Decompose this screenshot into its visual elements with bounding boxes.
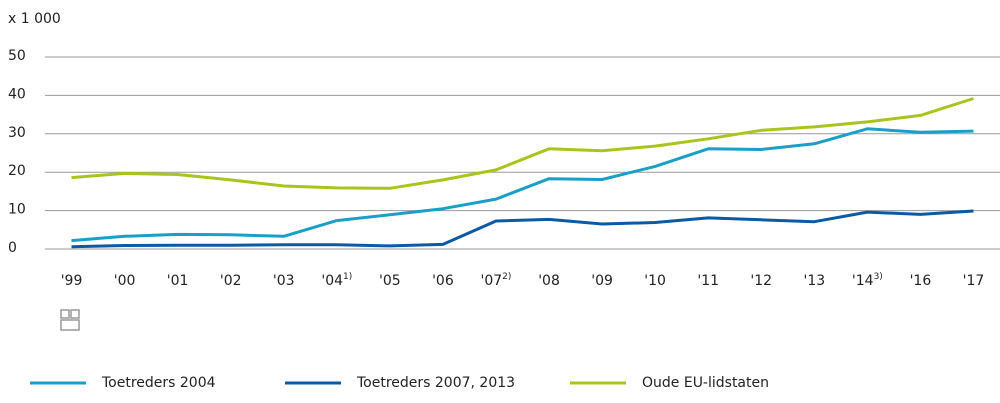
y-tick-label: 0 (8, 240, 17, 256)
legend-label: Toetreders 2007, 2013 (356, 375, 515, 391)
category: '11 (697, 273, 719, 289)
x-tick-label: '05 (379, 273, 401, 289)
x-tick-label: '06 (432, 273, 454, 289)
x-tick-label: '99 (61, 273, 83, 289)
footnote: 3) (874, 272, 883, 282)
footnote: 1) (343, 272, 352, 282)
x-tick-label: '03 (273, 273, 295, 289)
x-tick-label: '10 (644, 273, 666, 289)
category: '99 (61, 273, 83, 289)
x-tick-label: '11 (697, 273, 719, 289)
x-tick-label: '041) (321, 272, 352, 290)
x-tick-label: '17 (963, 273, 985, 289)
category: '13 (803, 273, 825, 289)
category: '12 (750, 273, 772, 289)
category: '10 (644, 273, 666, 289)
y-tick-label: 10 (8, 202, 26, 218)
x-tick-label: '072) (481, 272, 512, 290)
category: '07 (481, 273, 503, 289)
series-line (71, 209, 974, 249)
y-tick-label: 50 (8, 48, 26, 64)
x-tick-label: '13 (803, 273, 825, 289)
category: '05 (379, 273, 401, 289)
y-tick-label: 40 (8, 86, 26, 102)
x-tick-label: '09 (591, 273, 613, 289)
logo (60, 309, 80, 331)
category: '01 (167, 273, 189, 289)
legend-label: Toetreders 2004 (101, 375, 216, 391)
x-tick-label: '143) (852, 272, 883, 290)
x-tick-label: '16 (910, 273, 932, 289)
series-line (71, 127, 974, 243)
x-tick-label: '00 (114, 273, 136, 289)
x-tick-label: '12 (750, 273, 772, 289)
category: '06 (432, 273, 454, 289)
footnote: 2) (502, 272, 511, 282)
x-tick-label: '01 (167, 273, 189, 289)
legend-label: Oude EU-lidstaten (642, 375, 769, 391)
unit-label: x 1 000 (8, 11, 61, 27)
category: '00 (114, 273, 136, 289)
category: '03 (273, 273, 295, 289)
category: '16 (910, 273, 932, 289)
series-line (71, 97, 974, 190)
y-tick-label: 20 (8, 163, 26, 179)
x-tick-label: '02 (220, 273, 242, 289)
category: '17 (963, 273, 985, 289)
category: '02 (220, 273, 242, 289)
category: '14 (852, 273, 874, 289)
category: '09 (591, 273, 613, 289)
x-tick-label: '08 (538, 273, 560, 289)
y-tick-label: 30 (8, 125, 26, 141)
category: '04 (321, 273, 343, 289)
category: '08 (538, 273, 560, 289)
